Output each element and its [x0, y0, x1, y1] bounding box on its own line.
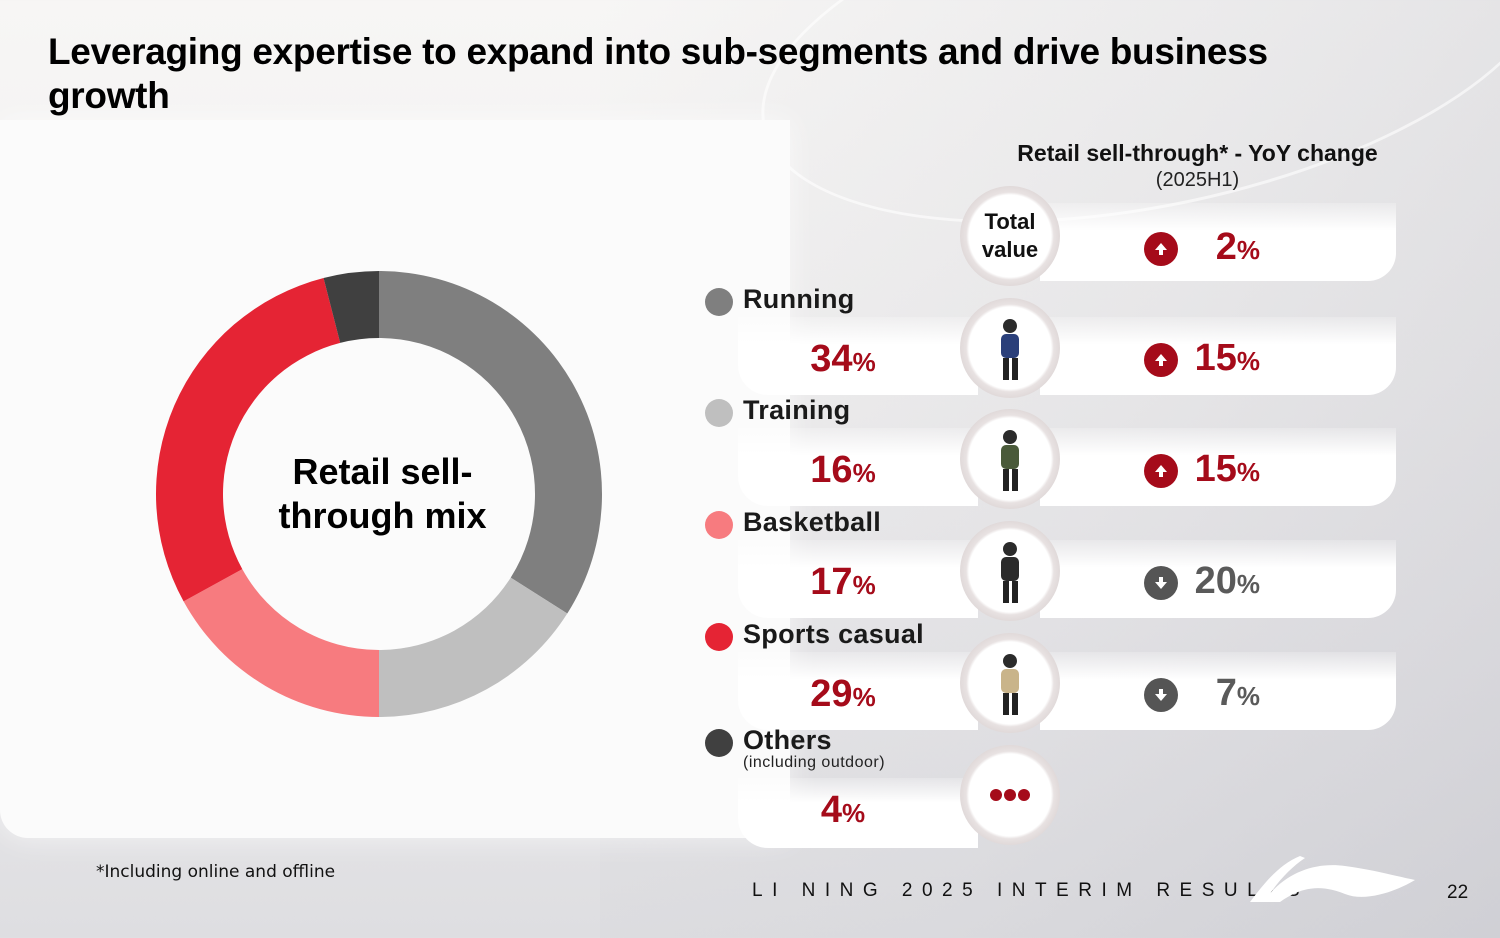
- mix-value: 16%: [810, 449, 876, 491]
- arrow-up-icon: [1144, 454, 1178, 488]
- page-number: 22: [1447, 882, 1469, 903]
- donut-slice-basketball: [183, 569, 379, 717]
- yoy-card: [1040, 652, 1396, 730]
- mix-card: [738, 652, 978, 730]
- yoy-header-title: Retail sell-through* - YoY change: [1017, 140, 1378, 166]
- arrow-down-icon: [1144, 566, 1178, 600]
- legend-label: Running: [743, 284, 855, 314]
- mix-value: 4%: [820, 789, 866, 831]
- legend-label: Training: [743, 395, 851, 425]
- athlete-silhouette-icon: [1001, 542, 1019, 603]
- legend-sublabel: (including outdoor): [743, 754, 886, 771]
- yoy-value: 15%: [1194, 448, 1260, 490]
- more-dots: [960, 745, 1060, 845]
- yoy-value: 7%: [1215, 672, 1260, 714]
- yoy-header: Retail sell-through* - YoY change (2025H…: [985, 140, 1410, 192]
- donut-slice-running: [379, 271, 602, 614]
- footer-brand: LI NING 2025 INTERIM RESULTS: [752, 880, 1310, 901]
- athlete-silhouette-icon: [1001, 319, 1019, 380]
- sports-casual-photo: [960, 633, 1060, 733]
- mix-card: [738, 428, 978, 506]
- legend-dot: [705, 399, 733, 427]
- total-value-badge: Total value: [960, 186, 1060, 286]
- legend-dot: [705, 729, 733, 757]
- total-yoy-card: [1040, 203, 1396, 281]
- athlete-silhouette-icon: [1001, 430, 1019, 491]
- arrow-up-icon: [1144, 232, 1178, 266]
- mix-value: 17%: [810, 561, 876, 603]
- yoy-card: [1040, 540, 1396, 618]
- arrow-down-icon: [1144, 678, 1178, 712]
- mix-card: [738, 317, 978, 395]
- donut-center-label: Retail sell-through mix: [278, 451, 487, 536]
- yoy-card: [1040, 428, 1396, 506]
- yoy-card: [1040, 317, 1396, 395]
- total-yoy-value: 2%: [1215, 226, 1260, 268]
- slide-title: Leveraging expertise to expand into sub-…: [48, 31, 1268, 116]
- yoy-header-period: (2025H1): [1155, 169, 1240, 191]
- li-ning-logo: [1250, 856, 1415, 902]
- runner-photo: [960, 298, 1060, 398]
- donut-chart: [156, 271, 602, 717]
- training-photo: [960, 409, 1060, 509]
- athlete-silhouette-icon: [1001, 654, 1019, 715]
- yoy-value: 15%: [1194, 337, 1260, 379]
- donut-slice-training: [379, 577, 568, 717]
- total-value-label: Total value: [981, 209, 1039, 262]
- mix-card: [738, 778, 978, 848]
- legend-dot: [705, 288, 733, 316]
- arrow-up-icon: [1144, 343, 1178, 377]
- footnote: *Including online and offline: [96, 862, 336, 882]
- legend-label: Sports casual: [743, 619, 924, 649]
- mix-value: 29%: [810, 673, 876, 715]
- more-dots-icon: [990, 789, 1030, 801]
- mix-value: 34%: [810, 338, 876, 380]
- mix-card: [738, 540, 978, 618]
- yoy-value: 20%: [1194, 560, 1260, 602]
- donut-slice-others: [323, 271, 379, 343]
- chart-panel: [0, 120, 790, 838]
- legend-label: Basketball: [743, 507, 882, 537]
- legend-dot: [705, 623, 733, 651]
- legend-dot: [705, 511, 733, 539]
- legend-label: Others: [743, 725, 832, 755]
- donut-slice-sports-casual: [156, 278, 341, 602]
- basketball-photo: [960, 521, 1060, 621]
